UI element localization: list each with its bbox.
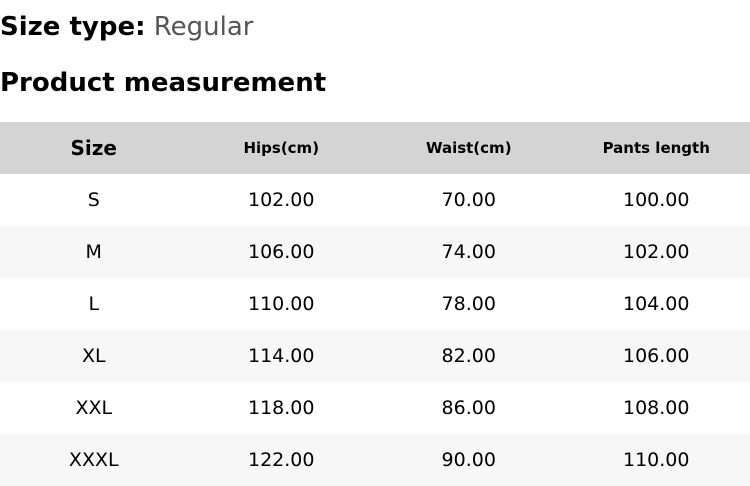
cell-hips: 118.00 bbox=[248, 397, 315, 419]
table-row: M 106.00 74.00 102.00 bbox=[0, 226, 750, 278]
table-row: S 102.00 70.00 100.00 bbox=[0, 174, 750, 226]
cell-pants-length: 100.00 bbox=[623, 189, 690, 211]
size-type-label: Size type: bbox=[0, 12, 146, 42]
cell-waist: 70.00 bbox=[441, 189, 496, 211]
cell-waist: 90.00 bbox=[375, 434, 563, 486]
cell-waist: 82.00 bbox=[375, 330, 563, 382]
cell-pants-length: 106.00 bbox=[562, 330, 750, 382]
cell-size: XXL bbox=[75, 397, 113, 419]
table-row: XXL 118.00 86.00 108.00 bbox=[0, 382, 750, 434]
cell-pants-length: 110.00 bbox=[562, 434, 750, 486]
cell-hips: 106.00 bbox=[187, 226, 375, 278]
cell-pants-length: 108.00 bbox=[623, 397, 690, 419]
cell-size: XXXL bbox=[0, 434, 188, 486]
table-header-row: Size Hips(cm) Waist(cm) Pants length bbox=[0, 122, 750, 174]
measurement-table: Size Hips(cm) Waist(cm) Pants length S 10… bbox=[0, 122, 750, 486]
cell-hips: 114.00 bbox=[187, 330, 375, 382]
cell-size: S bbox=[87, 189, 100, 211]
table-row: L 110.00 78.00 104.00 bbox=[0, 278, 750, 330]
cell-size: M bbox=[0, 226, 188, 278]
cell-pants-length: 102.00 bbox=[562, 226, 750, 278]
cell-pants-length: 104.00 bbox=[623, 293, 690, 315]
table-row: XXXL 122.00 90.00 110.00 bbox=[0, 434, 750, 486]
cell-waist: 74.00 bbox=[375, 226, 563, 278]
cell-waist: 86.00 bbox=[441, 397, 496, 419]
size-type: Size type: Regular bbox=[0, 11, 253, 43]
header-hips: Hips(cm) bbox=[187, 122, 375, 174]
cell-size: L bbox=[88, 293, 100, 315]
cell-size: XL bbox=[0, 330, 188, 382]
section-title: Product measurement bbox=[0, 68, 327, 98]
table-row: XL 114.00 82.00 106.00 bbox=[0, 330, 750, 382]
cell-waist: 78.00 bbox=[441, 293, 496, 315]
header-pants-length: Pants length bbox=[562, 122, 750, 174]
size-type-value: Regular bbox=[153, 12, 254, 42]
cell-hips: 102.00 bbox=[248, 189, 315, 211]
header-size: Size bbox=[0, 122, 188, 174]
cell-hips: 122.00 bbox=[187, 434, 375, 486]
cell-hips: 110.00 bbox=[248, 293, 315, 315]
header-waist: Waist(cm) bbox=[375, 122, 563, 174]
